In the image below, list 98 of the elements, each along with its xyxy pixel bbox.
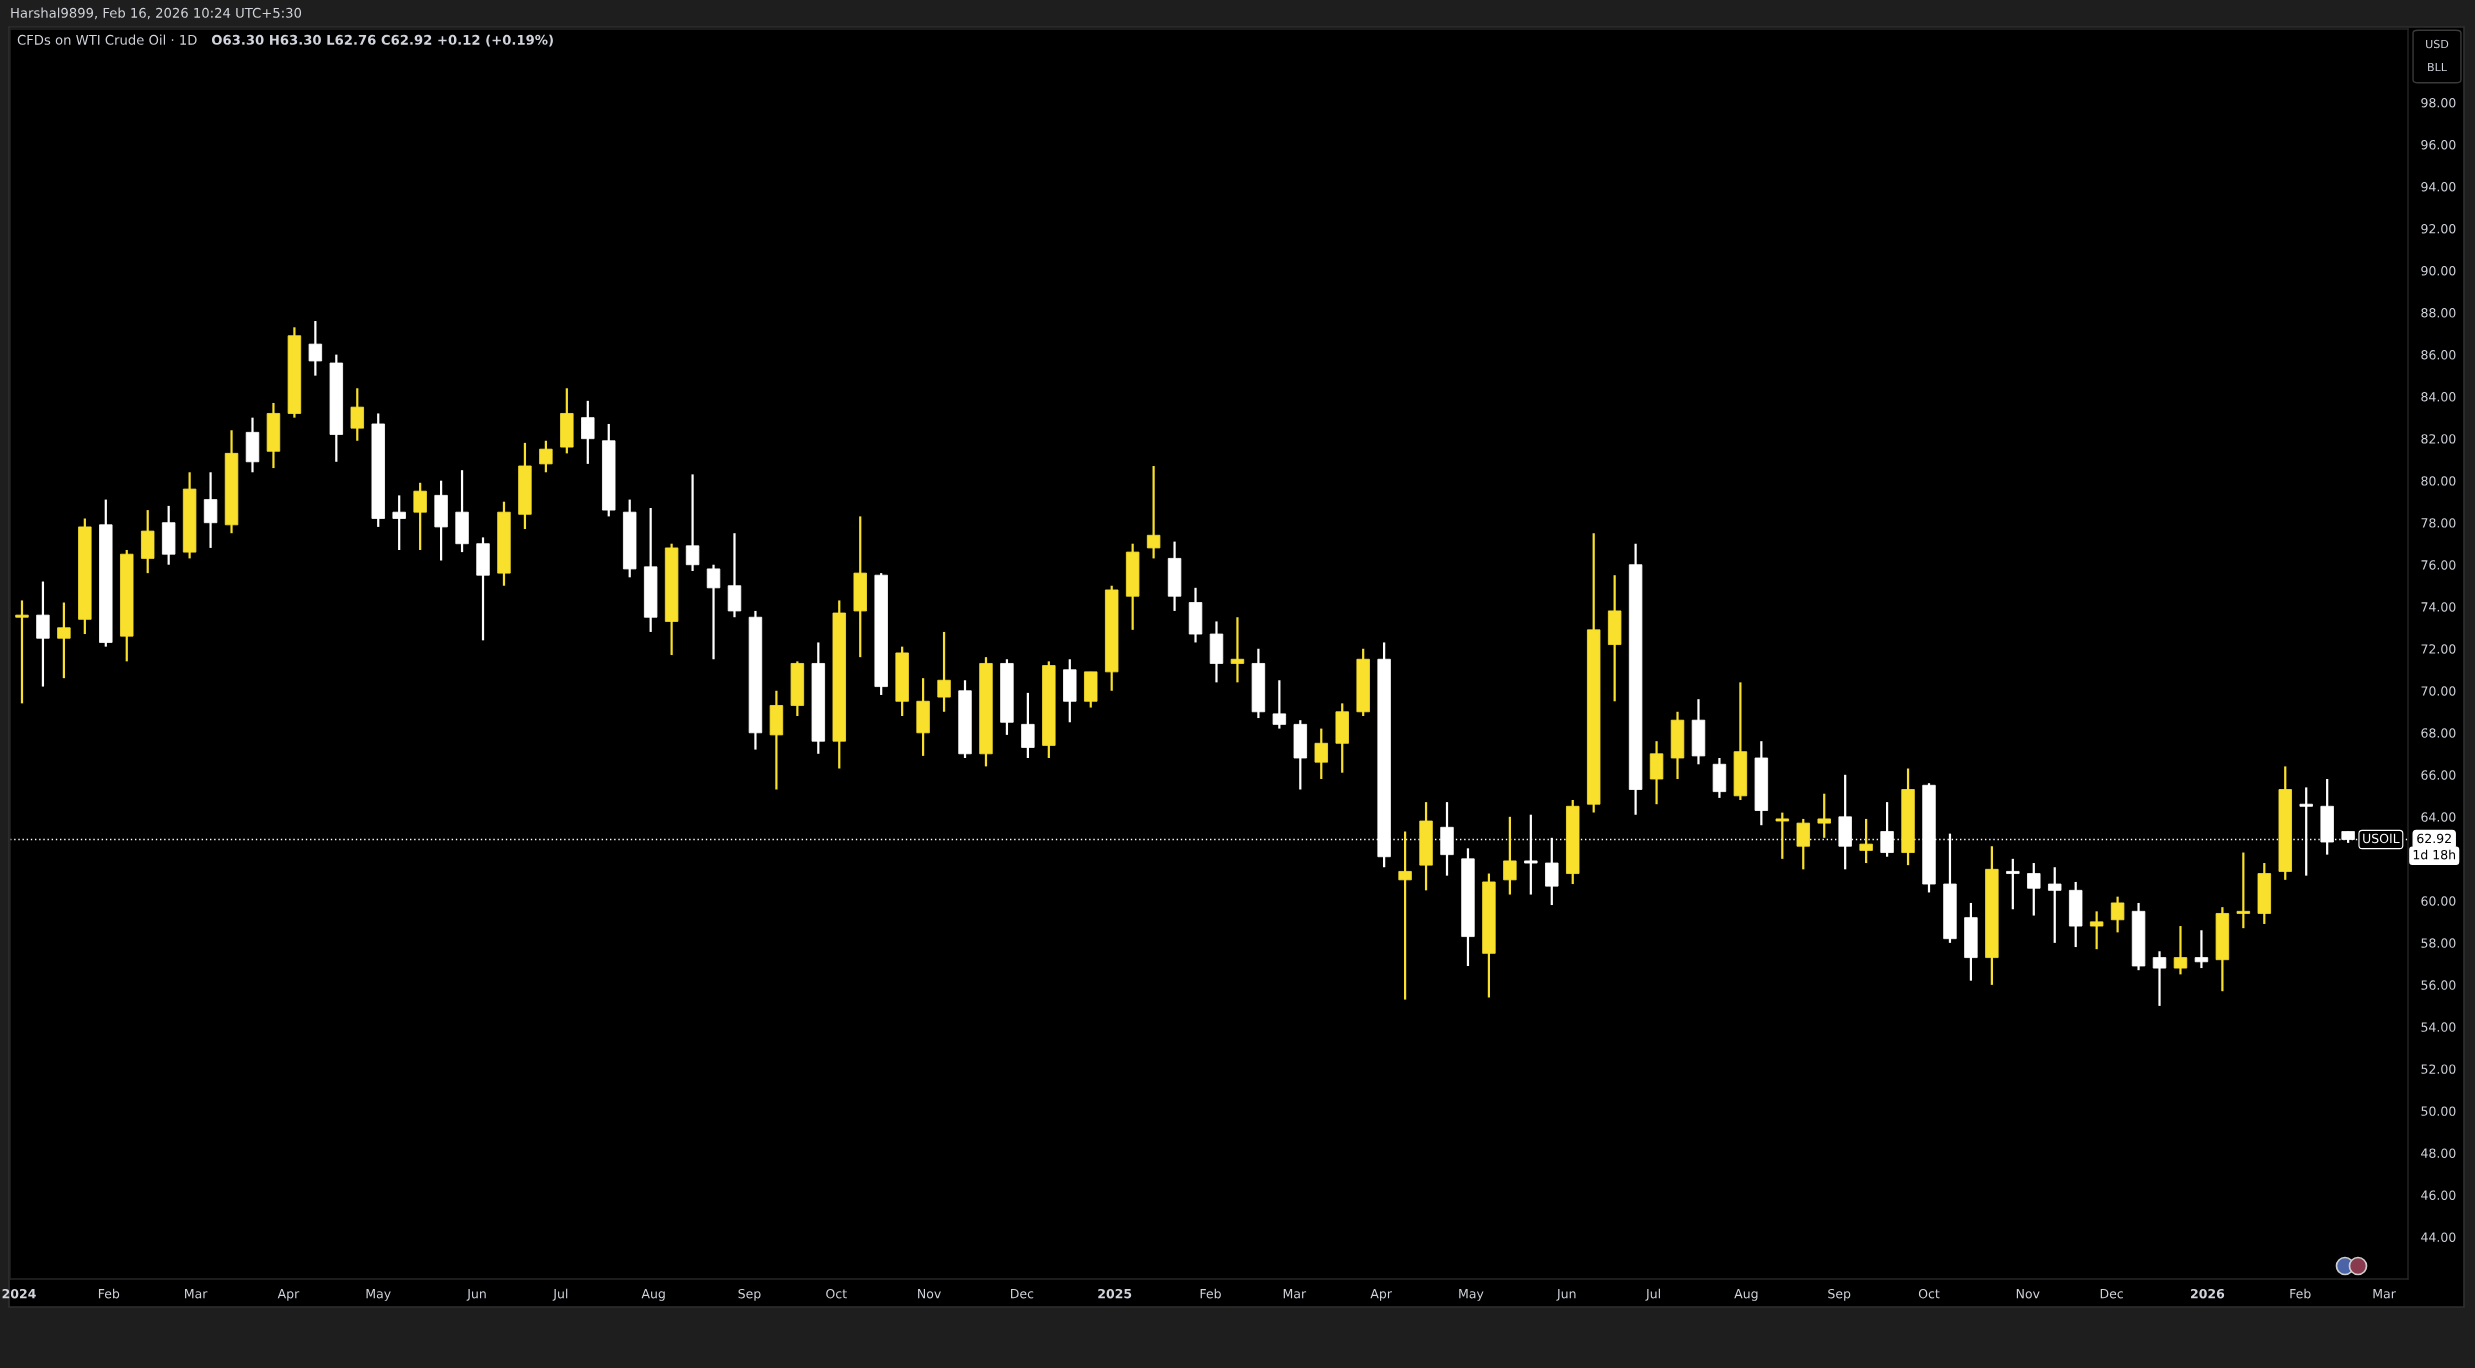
x-tick-label: 2026 <box>2191 1288 2225 1299</box>
x-tick-label: Oct <box>826 1288 847 1299</box>
y-tick-label: 70.00 <box>2421 686 2456 696</box>
x-tick-label: Jul <box>1645 1288 1660 1301</box>
candlestick <box>1796 817 1810 871</box>
candlestick <box>2006 857 2020 911</box>
candlestick <box>2299 786 2313 877</box>
candlestick <box>2048 866 2062 944</box>
candlestick <box>1314 727 1328 781</box>
x-tick-label: Apr <box>1370 1289 1392 1301</box>
x-tick-label: Feb <box>98 1288 120 1299</box>
y-tick-label: 80.00 <box>2421 476 2456 486</box>
y-tick-label: 66.00 <box>2421 770 2456 780</box>
x-tick-label: Jul <box>552 1288 568 1301</box>
candlestick <box>1146 464 1161 560</box>
x-tick-label: Dec <box>2100 1289 2123 1299</box>
y-tick-label: 98.00 <box>2421 98 2456 108</box>
text: Harshal9899, Feb 16, 2026 10:24 UTC+5:30 <box>11 7 302 20</box>
candlestick <box>1272 679 1287 730</box>
y-tick-label: 52.00 <box>2421 1064 2456 1074</box>
x-tick-label: Jun <box>466 1289 486 1301</box>
x-tick-label: Dec <box>1011 1289 1034 1299</box>
x-tick-label: Nov <box>918 1289 941 1299</box>
y-tick-label: 54.00 <box>2421 1022 2456 1032</box>
candlestick <box>1859 817 1873 865</box>
candlestick <box>2110 895 2125 934</box>
candlestick <box>413 481 427 552</box>
candlestick <box>2027 861 2041 917</box>
y-tick-label: 50.00 <box>2421 1106 2456 1116</box>
y-tick-label: 96.00 <box>2421 140 2456 150</box>
candlestick <box>1230 616 1245 684</box>
y-tick-label: 72.00 <box>2421 644 2456 654</box>
y-tick-label: 78.00 <box>2421 518 2456 528</box>
y-tick-label: 88.00 <box>2421 308 2456 318</box>
candlestick <box>1545 836 1559 907</box>
text: BLL <box>2428 62 2447 72</box>
candlestick <box>308 319 323 377</box>
y-tick-label: 44.00 <box>2421 1232 2456 1242</box>
y-tick-label: 56.00 <box>2421 980 2456 990</box>
candlestick <box>1021 691 1035 760</box>
y-tick-label: 86.00 <box>2421 350 2456 360</box>
x-tick-label: Sep <box>1828 1288 1851 1301</box>
candlestick <box>57 601 71 680</box>
candlestick <box>706 563 721 661</box>
y-tick-label: 76.00 <box>2421 560 2456 570</box>
candlestick <box>2089 910 2104 951</box>
candlestick <box>1817 792 1831 839</box>
candlestick <box>2236 851 2251 930</box>
candlestick <box>539 439 553 474</box>
y-tick-label: 64.00 <box>2421 812 2456 822</box>
candlestick <box>36 580 50 688</box>
x-tick-label: Mar <box>185 1289 208 1299</box>
x-tick-label: 2025 <box>1098 1288 1132 1299</box>
candlestick <box>685 473 700 573</box>
text: 62.92 <box>2417 833 2451 844</box>
x-tick-label: May <box>366 1289 391 1301</box>
y-tick-label: 82.00 <box>2421 434 2456 444</box>
candlestick <box>2152 950 2167 1007</box>
text: USD <box>2426 39 2449 49</box>
chart-title: CFDs on WTI Crude Oil · 1D <box>17 34 197 45</box>
x-tick-label: 2024 <box>2 1288 36 1299</box>
y-tick-label: 60.00 <box>2421 896 2456 906</box>
candlestick <box>937 630 951 713</box>
y-tick-label: 94.00 <box>2421 182 2456 192</box>
candlestick <box>392 494 406 552</box>
y-tick-label: 92.00 <box>2421 224 2456 234</box>
candlestick <box>1503 815 1517 896</box>
x-tick-label: Oct <box>1918 1288 1940 1299</box>
chart-subtitle: O63.30 H63.30 L62.76 C62.92 +0.12 (+0.19%) <box>211 34 553 47</box>
x-tick-label: Mar <box>2373 1289 2396 1299</box>
x-tick-label: Mar <box>1283 1289 1307 1299</box>
y-tick-label: 48.00 <box>2421 1148 2456 1158</box>
candlestick <box>2173 924 2188 976</box>
y-tick-label: 68.00 <box>2421 728 2456 738</box>
candlestick <box>15 599 29 705</box>
x-tick-label: Jun <box>1556 1289 1576 1301</box>
text: 1d 18h <box>2413 849 2456 860</box>
y-tick-label: 84.00 <box>2421 392 2456 402</box>
y-tick-label: 46.00 <box>2421 1190 2456 1200</box>
candlestick <box>581 399 595 465</box>
candlestick <box>350 387 364 442</box>
x-tick-label: May <box>1459 1289 1484 1301</box>
ref-line-label: USOIL <box>2363 833 2400 844</box>
x-tick-label: Aug <box>1734 1289 1758 1301</box>
candlestick <box>1524 813 1538 896</box>
candlestick <box>1398 830 1412 1001</box>
candlestick <box>1775 811 1790 860</box>
y-tick-label: 74.00 <box>2421 602 2456 612</box>
x-tick-label: Apr <box>277 1289 300 1301</box>
y-tick-label: 90.00 <box>2421 266 2456 276</box>
candlestick <box>203 471 218 550</box>
candlestick <box>2194 929 2209 970</box>
x-tick-label: Sep <box>738 1288 761 1301</box>
x-tick-label: Nov <box>2016 1289 2040 1299</box>
x-tick-label: Aug <box>641 1289 665 1301</box>
y-tick-label: 58.00 <box>2421 938 2456 948</box>
x-tick-label: Feb <box>2290 1288 2311 1299</box>
x-tick-label: Feb <box>1200 1288 1221 1299</box>
